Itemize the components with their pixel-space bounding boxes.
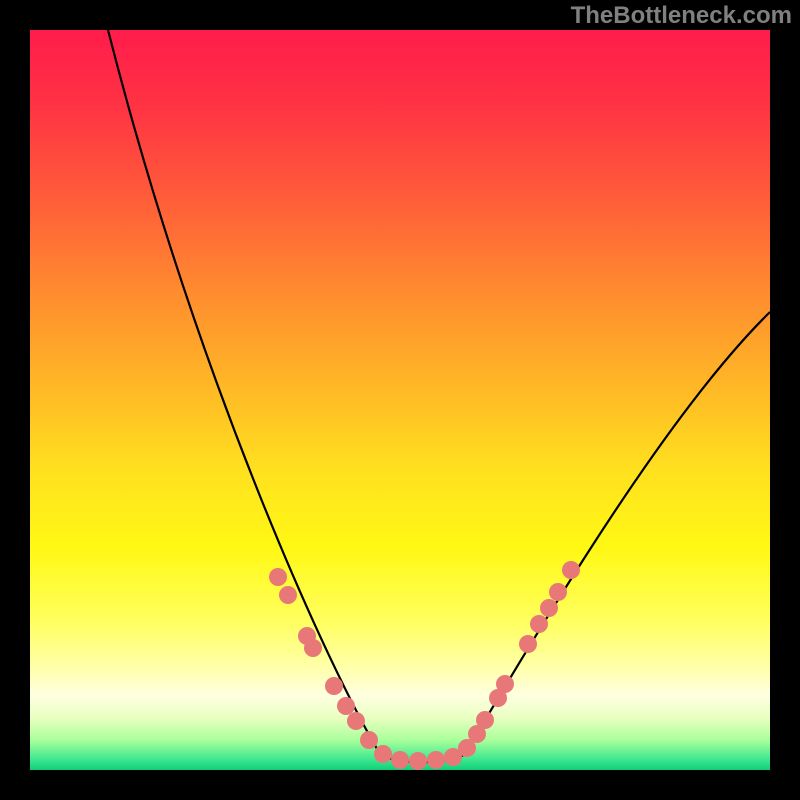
data-marker <box>374 745 392 763</box>
data-marker <box>549 583 567 601</box>
chart-plot-area <box>30 30 770 770</box>
data-marker <box>279 586 297 604</box>
data-marker <box>562 561 580 579</box>
data-marker <box>519 635 537 653</box>
data-marker <box>540 599 558 617</box>
data-marker <box>360 731 378 749</box>
data-marker <box>496 675 514 693</box>
data-markers-layer <box>30 30 770 770</box>
data-marker <box>325 677 343 695</box>
data-marker <box>476 711 494 729</box>
data-marker <box>347 712 365 730</box>
data-marker <box>391 751 409 769</box>
data-marker <box>304 639 322 657</box>
watermark-text: TheBottleneck.com <box>571 2 792 30</box>
data-marker <box>427 751 445 769</box>
data-marker <box>530 615 548 633</box>
chart-frame <box>0 0 800 800</box>
data-marker <box>269 568 287 586</box>
data-marker <box>409 752 427 770</box>
